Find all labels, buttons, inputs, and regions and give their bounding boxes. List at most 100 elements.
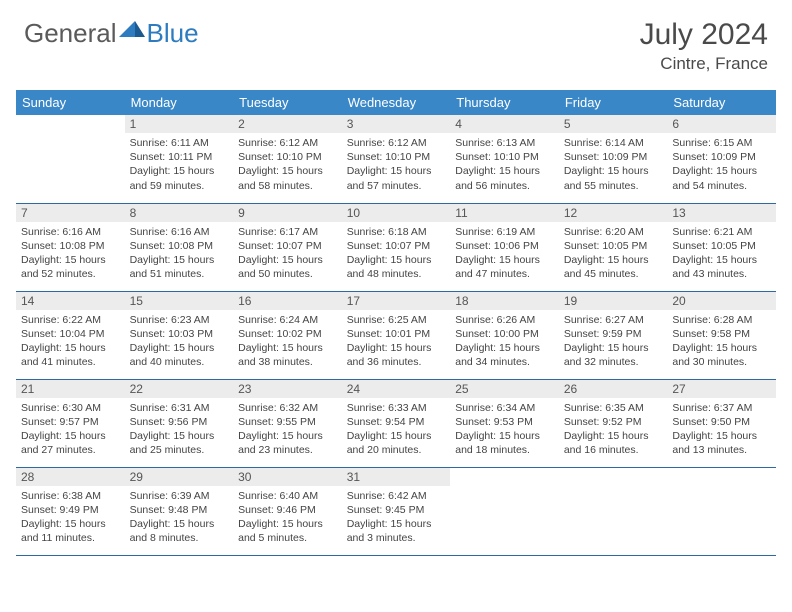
sunrise-line: Sunrise: 6:12 AM: [238, 136, 337, 150]
sunset-line: Sunset: 10:01 PM: [347, 327, 446, 341]
daylight-line: Daylight: 15 hours and 51 minutes.: [130, 253, 229, 281]
sunset-line: Sunset: 10:05 PM: [564, 239, 663, 253]
calendar-cell: 28Sunrise: 6:38 AMSunset: 9:49 PMDayligh…: [16, 467, 125, 555]
daylight-line: Daylight: 15 hours and 13 minutes.: [672, 429, 771, 457]
daylight-line: Daylight: 15 hours and 8 minutes.: [130, 517, 229, 545]
day-number: 28: [16, 468, 125, 486]
sunrise-line: Sunrise: 6:33 AM: [347, 401, 446, 415]
calendar-cell: 8Sunrise: 6:16 AMSunset: 10:08 PMDayligh…: [125, 203, 234, 291]
logo-word-blue: Blue: [147, 18, 199, 49]
calendar-cell: 25Sunrise: 6:34 AMSunset: 9:53 PMDayligh…: [450, 379, 559, 467]
day-details: Sunrise: 6:24 AMSunset: 10:02 PMDaylight…: [233, 310, 342, 374]
calendar-row: 28Sunrise: 6:38 AMSunset: 9:49 PMDayligh…: [16, 467, 776, 555]
sunset-line: Sunset: 9:58 PM: [672, 327, 771, 341]
daylight-line: Daylight: 15 hours and 48 minutes.: [347, 253, 446, 281]
day-number: 13: [667, 204, 776, 222]
sunset-line: Sunset: 9:53 PM: [455, 415, 554, 429]
calendar-cell: 29Sunrise: 6:39 AMSunset: 9:48 PMDayligh…: [125, 467, 234, 555]
calendar-row: 21Sunrise: 6:30 AMSunset: 9:57 PMDayligh…: [16, 379, 776, 467]
calendar-cell: 13Sunrise: 6:21 AMSunset: 10:05 PMDaylig…: [667, 203, 776, 291]
sunrise-line: Sunrise: 6:26 AM: [455, 313, 554, 327]
day-number: 17: [342, 292, 451, 310]
day-details: Sunrise: 6:16 AMSunset: 10:08 PMDaylight…: [16, 222, 125, 286]
sunset-line: Sunset: 9:57 PM: [21, 415, 120, 429]
calendar-body: 1Sunrise: 6:11 AMSunset: 10:11 PMDayligh…: [16, 115, 776, 555]
daylight-line: Daylight: 15 hours and 57 minutes.: [347, 164, 446, 192]
day-details: Sunrise: 6:40 AMSunset: 9:46 PMDaylight:…: [233, 486, 342, 550]
sunrise-line: Sunrise: 6:28 AM: [672, 313, 771, 327]
sunrise-line: Sunrise: 6:22 AM: [21, 313, 120, 327]
calendar-cell: 21Sunrise: 6:30 AMSunset: 9:57 PMDayligh…: [16, 379, 125, 467]
daylight-line: Daylight: 15 hours and 3 minutes.: [347, 517, 446, 545]
daylight-line: Daylight: 15 hours and 50 minutes.: [238, 253, 337, 281]
sunset-line: Sunset: 10:07 PM: [347, 239, 446, 253]
calendar-cell-empty: [16, 115, 125, 203]
daylight-line: Daylight: 15 hours and 56 minutes.: [455, 164, 554, 192]
day-details: Sunrise: 6:25 AMSunset: 10:01 PMDaylight…: [342, 310, 451, 374]
calendar-cell: 17Sunrise: 6:25 AMSunset: 10:01 PMDaylig…: [342, 291, 451, 379]
calendar-cell: 3Sunrise: 6:12 AMSunset: 10:10 PMDayligh…: [342, 115, 451, 203]
calendar-cell: 2Sunrise: 6:12 AMSunset: 10:10 PMDayligh…: [233, 115, 342, 203]
calendar-cell: 5Sunrise: 6:14 AMSunset: 10:09 PMDayligh…: [559, 115, 668, 203]
day-details: Sunrise: 6:13 AMSunset: 10:10 PMDaylight…: [450, 133, 559, 197]
daylight-line: Daylight: 15 hours and 18 minutes.: [455, 429, 554, 457]
day-details: Sunrise: 6:28 AMSunset: 9:58 PMDaylight:…: [667, 310, 776, 374]
day-number: 25: [450, 380, 559, 398]
sunrise-line: Sunrise: 6:18 AM: [347, 225, 446, 239]
day-details: Sunrise: 6:23 AMSunset: 10:03 PMDaylight…: [125, 310, 234, 374]
day-details: Sunrise: 6:38 AMSunset: 9:49 PMDaylight:…: [16, 486, 125, 550]
daylight-line: Daylight: 15 hours and 58 minutes.: [238, 164, 337, 192]
sunrise-line: Sunrise: 6:39 AM: [130, 489, 229, 503]
sunset-line: Sunset: 10:00 PM: [455, 327, 554, 341]
sunset-line: Sunset: 9:54 PM: [347, 415, 446, 429]
day-number: 9: [233, 204, 342, 222]
day-header: Tuesday: [233, 90, 342, 115]
daylight-line: Daylight: 15 hours and 54 minutes.: [672, 164, 771, 192]
day-details: Sunrise: 6:11 AMSunset: 10:11 PMDaylight…: [125, 133, 234, 197]
day-details: Sunrise: 6:18 AMSunset: 10:07 PMDaylight…: [342, 222, 451, 286]
calendar-cell: 4Sunrise: 6:13 AMSunset: 10:10 PMDayligh…: [450, 115, 559, 203]
day-details: Sunrise: 6:31 AMSunset: 9:56 PMDaylight:…: [125, 398, 234, 462]
day-details: Sunrise: 6:19 AMSunset: 10:06 PMDaylight…: [450, 222, 559, 286]
location-label: Cintre, France: [640, 54, 768, 74]
sunset-line: Sunset: 10:09 PM: [672, 150, 771, 164]
day-number: 20: [667, 292, 776, 310]
day-details: Sunrise: 6:35 AMSunset: 9:52 PMDaylight:…: [559, 398, 668, 462]
sunrise-line: Sunrise: 6:11 AM: [130, 136, 229, 150]
sunrise-line: Sunrise: 6:34 AM: [455, 401, 554, 415]
day-number: 14: [16, 292, 125, 310]
day-details: Sunrise: 6:34 AMSunset: 9:53 PMDaylight:…: [450, 398, 559, 462]
sunset-line: Sunset: 10:03 PM: [130, 327, 229, 341]
sunrise-line: Sunrise: 6:12 AM: [347, 136, 446, 150]
daylight-line: Daylight: 15 hours and 40 minutes.: [130, 341, 229, 369]
day-details: Sunrise: 6:15 AMSunset: 10:09 PMDaylight…: [667, 133, 776, 197]
sunrise-line: Sunrise: 6:32 AM: [238, 401, 337, 415]
sunrise-line: Sunrise: 6:19 AM: [455, 225, 554, 239]
day-details: Sunrise: 6:26 AMSunset: 10:00 PMDaylight…: [450, 310, 559, 374]
day-header: Monday: [125, 90, 234, 115]
sunset-line: Sunset: 10:06 PM: [455, 239, 554, 253]
day-details: Sunrise: 6:17 AMSunset: 10:07 PMDaylight…: [233, 222, 342, 286]
daylight-line: Daylight: 15 hours and 36 minutes.: [347, 341, 446, 369]
sunset-line: Sunset: 10:10 PM: [455, 150, 554, 164]
calendar-cell: 20Sunrise: 6:28 AMSunset: 9:58 PMDayligh…: [667, 291, 776, 379]
daylight-line: Daylight: 15 hours and 45 minutes.: [564, 253, 663, 281]
day-number: 5: [559, 115, 668, 133]
daylight-line: Daylight: 15 hours and 52 minutes.: [21, 253, 120, 281]
day-header: Friday: [559, 90, 668, 115]
day-number: 22: [125, 380, 234, 398]
sunset-line: Sunset: 9:45 PM: [347, 503, 446, 517]
title-block: July 2024 Cintre, France: [640, 18, 768, 74]
day-header: Sunday: [16, 90, 125, 115]
calendar-cell-empty: [667, 467, 776, 555]
sunset-line: Sunset: 9:55 PM: [238, 415, 337, 429]
day-number: 24: [342, 380, 451, 398]
logo-triangle-icon: [119, 19, 145, 41]
calendar-cell: 22Sunrise: 6:31 AMSunset: 9:56 PMDayligh…: [125, 379, 234, 467]
sunrise-line: Sunrise: 6:21 AM: [672, 225, 771, 239]
day-number: 11: [450, 204, 559, 222]
calendar-table: Sunday Monday Tuesday Wednesday Thursday…: [16, 90, 776, 556]
sunset-line: Sunset: 10:10 PM: [238, 150, 337, 164]
calendar-cell: 1Sunrise: 6:11 AMSunset: 10:11 PMDayligh…: [125, 115, 234, 203]
sunrise-line: Sunrise: 6:14 AM: [564, 136, 663, 150]
